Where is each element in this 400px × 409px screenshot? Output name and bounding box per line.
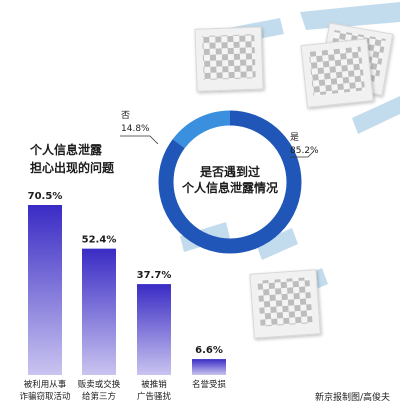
tape-strip [352, 96, 400, 134]
bar-0 [28, 205, 62, 375]
leak-experience-donut: 是否遇到过 个人信息泄露情况 否 14.8% 是 85.2% [120, 110, 319, 254]
slice-label-no: 否 14.8% [120, 110, 159, 145]
bar-chart-title-line-2: 担心出现的问题 [30, 160, 115, 175]
photo-frame [300, 38, 374, 108]
donut-title-line-2: 个人信息泄露情况 [181, 180, 278, 195]
bar-2 [137, 284, 171, 375]
bar-3 [192, 359, 226, 375]
bar-value-label-1: 52.4% [82, 235, 117, 246]
bar-category-label-1-1: 给第三方 [82, 391, 116, 402]
bar-category-label-3-0: 名誉受损 [192, 379, 227, 390]
decor-photo-frames [194, 22, 394, 339]
donut-slice-1 [158, 110, 302, 254]
bar-category-label-1-0: 贩卖或交换 [78, 379, 121, 390]
bar-value-label-0: 70.5% [28, 191, 63, 202]
donut-title-line-1: 是否遇到过 [199, 164, 260, 179]
bar-value-label-2: 37.7% [137, 270, 172, 281]
slice-no-name: 否 [121, 110, 130, 121]
slice-yes-value: 85.2% [290, 146, 319, 156]
bar-category-label-2-0: 被推销 [141, 379, 167, 390]
donut-slices [158, 110, 302, 254]
slice-label-yes: 是 85.2% [290, 132, 319, 158]
tape-strip [256, 228, 298, 260]
bar-chart-title-line-1: 个人信息泄露 [29, 142, 103, 157]
bar-category-label-0-1: 诈骗窃取活动 [19, 391, 71, 402]
photo-frame [194, 26, 264, 92]
slice-yes-name: 是 [290, 132, 299, 143]
bar-value-label-3: 6.6% [195, 345, 223, 356]
photo-frame [249, 269, 321, 339]
slice-no-value: 14.8% [121, 124, 150, 134]
bar-1 [82, 248, 116, 375]
bar-category-label-2-1: 广告骚扰 [137, 391, 172, 402]
bar-category-label-0-0: 被利用从事 [24, 379, 67, 390]
credit-line: 新京报制图/高俊夫 [315, 391, 390, 403]
tape-strip [300, 2, 400, 30]
